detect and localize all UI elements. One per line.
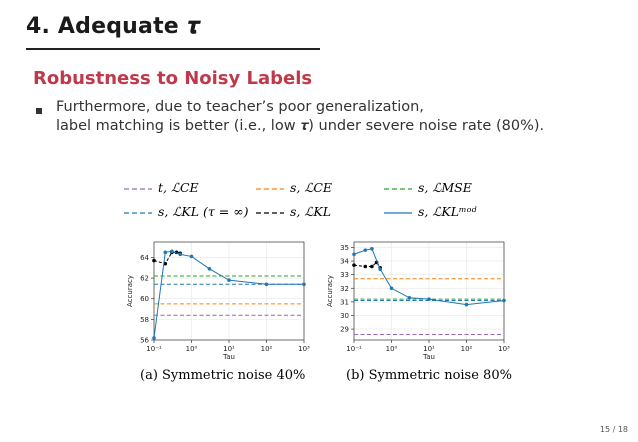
legend-label: 𝑠, ℒ𝐾𝐿 xyxy=(290,204,332,219)
y-tick-label: 62 xyxy=(140,275,149,283)
series-s-kl-mod xyxy=(152,249,306,340)
data-point xyxy=(227,278,231,282)
legend-label: 𝑠, ℒ𝑀𝑆𝐸 xyxy=(418,180,472,195)
x-tick-label: 10⁻¹ xyxy=(146,345,162,353)
figure-legend: 𝑡, ℒ𝐶𝐸 𝑠, ℒ𝐶𝐸 𝑠, ℒ𝑀𝑆𝐸 𝑠, ℒ𝐾𝐿 (τ = ∞) 𝑠, … xyxy=(120,176,520,222)
y-tick-label: 33 xyxy=(340,271,349,279)
plot-frame xyxy=(153,241,305,341)
legend-item-s-ce: 𝑠, ℒ𝐶𝐸 xyxy=(256,180,332,195)
legend-item-t-ce: 𝑡, ℒ𝐶𝐸 xyxy=(124,180,199,195)
data-point xyxy=(378,267,383,272)
bullet-marker xyxy=(36,104,46,114)
y-tick-label: 60 xyxy=(140,295,149,303)
data-point xyxy=(427,297,431,301)
plot-frame xyxy=(353,241,505,341)
data-point xyxy=(464,302,469,307)
data-point xyxy=(152,258,156,263)
data-point xyxy=(163,250,168,255)
data-point xyxy=(352,252,356,257)
x-tick-label: 10¹ xyxy=(223,345,235,353)
data-point xyxy=(363,248,368,252)
x-tick-label: 10¹ xyxy=(423,345,435,353)
y-tick-label: 30 xyxy=(340,312,349,320)
chart-symmetric-noise-80: 10⁻¹ 10⁰ 10¹ 10² 10³ 29 30 31 32 33 34 35 Tau Accurac… xyxy=(326,241,510,361)
y-tick-label: 31 xyxy=(340,298,349,306)
legend-item-s-kl: 𝑠, ℒ𝐾𝐿 xyxy=(256,204,331,219)
data-point xyxy=(370,247,374,251)
x-axis-label: Tau xyxy=(422,353,435,361)
legend-item-s-kl-mod: 𝑠, ℒ𝐾𝐿ᵐᵒᵈ xyxy=(384,204,476,219)
bullet-line-1: Furthermore, due to teacher’s poor gener… xyxy=(56,99,424,115)
data-point xyxy=(207,267,212,271)
data-point xyxy=(170,249,174,254)
page-number: 15 / 18 xyxy=(599,425,628,434)
y-axis-label: Accuracy xyxy=(326,275,334,307)
x-tick-label: 10⁰ xyxy=(386,345,398,353)
data-point xyxy=(370,264,374,269)
y-axis-label: Accuracy xyxy=(126,275,134,307)
slide-title: 4. Adequate 𝝉 xyxy=(26,14,200,39)
section-heading: Robustness to Noisy Labels xyxy=(33,68,313,89)
caption-a: (a) Symmetric noise 40% xyxy=(140,368,306,383)
axes: 10⁻¹ 10⁰ 10¹ 10² 10³ 29 30 31 32 33 34 35 Tau Accurac… xyxy=(326,241,510,361)
x-axis-label: Tau xyxy=(222,353,235,361)
data-point xyxy=(189,254,194,259)
data-point xyxy=(178,252,183,257)
data-point xyxy=(302,282,306,287)
data-point xyxy=(352,263,356,267)
chart-symmetric-noise-40: 10⁻¹ 10⁰ 10¹ 10² 10³ 56 58 60 62 64 Tau Accuracy xyxy=(126,241,310,361)
x-tick-label: 10⁻¹ xyxy=(346,345,362,353)
y-tick-label: 56 xyxy=(140,337,149,345)
x-tick-label: 10³ xyxy=(498,345,510,353)
y-tick-label: 29 xyxy=(340,326,349,334)
legend-label: 𝑠, ℒ𝐾𝐿ᵐᵒᵈ xyxy=(418,204,477,219)
data-point xyxy=(502,298,506,303)
data-point xyxy=(264,282,269,287)
x-tick-label: 10² xyxy=(461,345,473,353)
legend-label: 𝑡, ℒ𝐶𝐸 xyxy=(158,180,199,195)
series-s-kl-mod xyxy=(352,247,506,307)
y-tick-label: 58 xyxy=(140,316,149,324)
bullet-line-2: label matching is better (i.e., low 𝝉) u… xyxy=(56,118,545,134)
legend-label: 𝑠, ℒ𝐶𝐸 xyxy=(290,180,333,195)
x-tick-label: 10² xyxy=(261,345,273,353)
bullet-text: Furthermore, due to teacher’s poor gener… xyxy=(56,98,544,136)
data-point xyxy=(152,336,156,340)
y-tick-label: 32 xyxy=(340,285,349,293)
legend-item-s-kl-inf: 𝑠, ℒ𝐾𝐿 (τ = ∞) xyxy=(124,204,248,219)
x-tick-label: 10⁰ xyxy=(186,345,198,353)
y-tick-label: 35 xyxy=(340,244,349,252)
data-point xyxy=(407,296,412,300)
y-tick-label: 34 xyxy=(340,258,349,266)
data-point xyxy=(389,286,394,291)
axes: 10⁻¹ 10⁰ 10¹ 10² 10³ 56 58 60 62 64 Tau Accuracy xyxy=(126,241,310,361)
title-underline xyxy=(26,48,320,50)
legend-item-s-mse: 𝑠, ℒ𝑀𝑆𝐸 xyxy=(384,180,472,195)
series-s-kl xyxy=(152,250,183,266)
data-point xyxy=(363,264,368,269)
caption-b: (b) Symmetric noise 80% xyxy=(346,368,512,383)
y-tick-label: 64 xyxy=(140,254,149,262)
legend-label: 𝑠, ℒ𝐾𝐿 (τ = ∞) xyxy=(158,204,249,219)
x-tick-label: 10³ xyxy=(298,345,310,353)
